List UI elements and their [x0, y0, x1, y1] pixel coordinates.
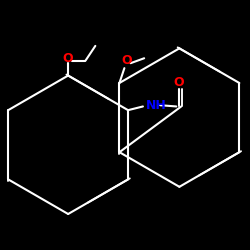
- Text: NH: NH: [146, 99, 166, 112]
- Text: O: O: [122, 54, 132, 67]
- Text: O: O: [63, 52, 74, 65]
- Text: O: O: [174, 76, 184, 90]
